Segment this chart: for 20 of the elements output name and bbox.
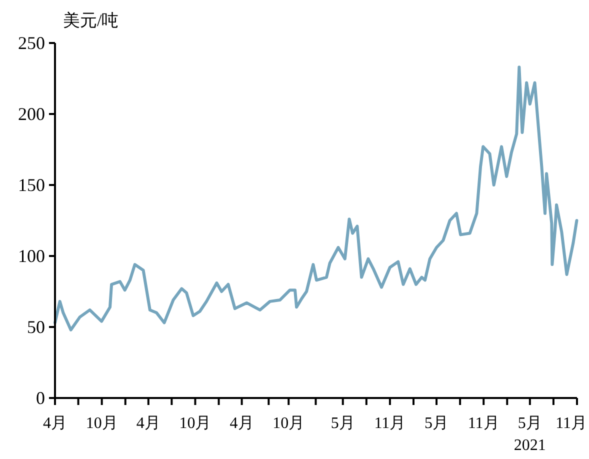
x-tick-label: 11月 — [468, 415, 500, 432]
x-tick-label: 4月 — [136, 415, 160, 432]
y-tick-label: 250 — [18, 33, 45, 53]
x-tick-label: 11月 — [556, 415, 587, 432]
y-tick-label: 0 — [36, 388, 45, 408]
x-tick-label: 10月 — [86, 415, 118, 432]
x-tick-label: 5月 — [424, 415, 449, 432]
x-tick-label: 4月 — [230, 415, 254, 432]
x-tick-label: 4月 — [43, 415, 67, 432]
x-tick-label: 5月 — [330, 415, 355, 432]
y-tick-label: 100 — [18, 246, 45, 266]
y-tick-label: 150 — [18, 175, 45, 195]
x-tick-label: 10月 — [179, 415, 212, 432]
y-tick-label: 50 — [27, 317, 45, 337]
y-axis-title: 美元/吨 — [63, 11, 119, 30]
y-tick-label: 200 — [18, 104, 45, 124]
x-tick-label: 5月 2021 — [514, 415, 546, 454]
x-tick-label: 11月 — [374, 415, 406, 432]
x-tick-label: 10月 — [272, 415, 305, 432]
line-series — [54, 66, 578, 332]
